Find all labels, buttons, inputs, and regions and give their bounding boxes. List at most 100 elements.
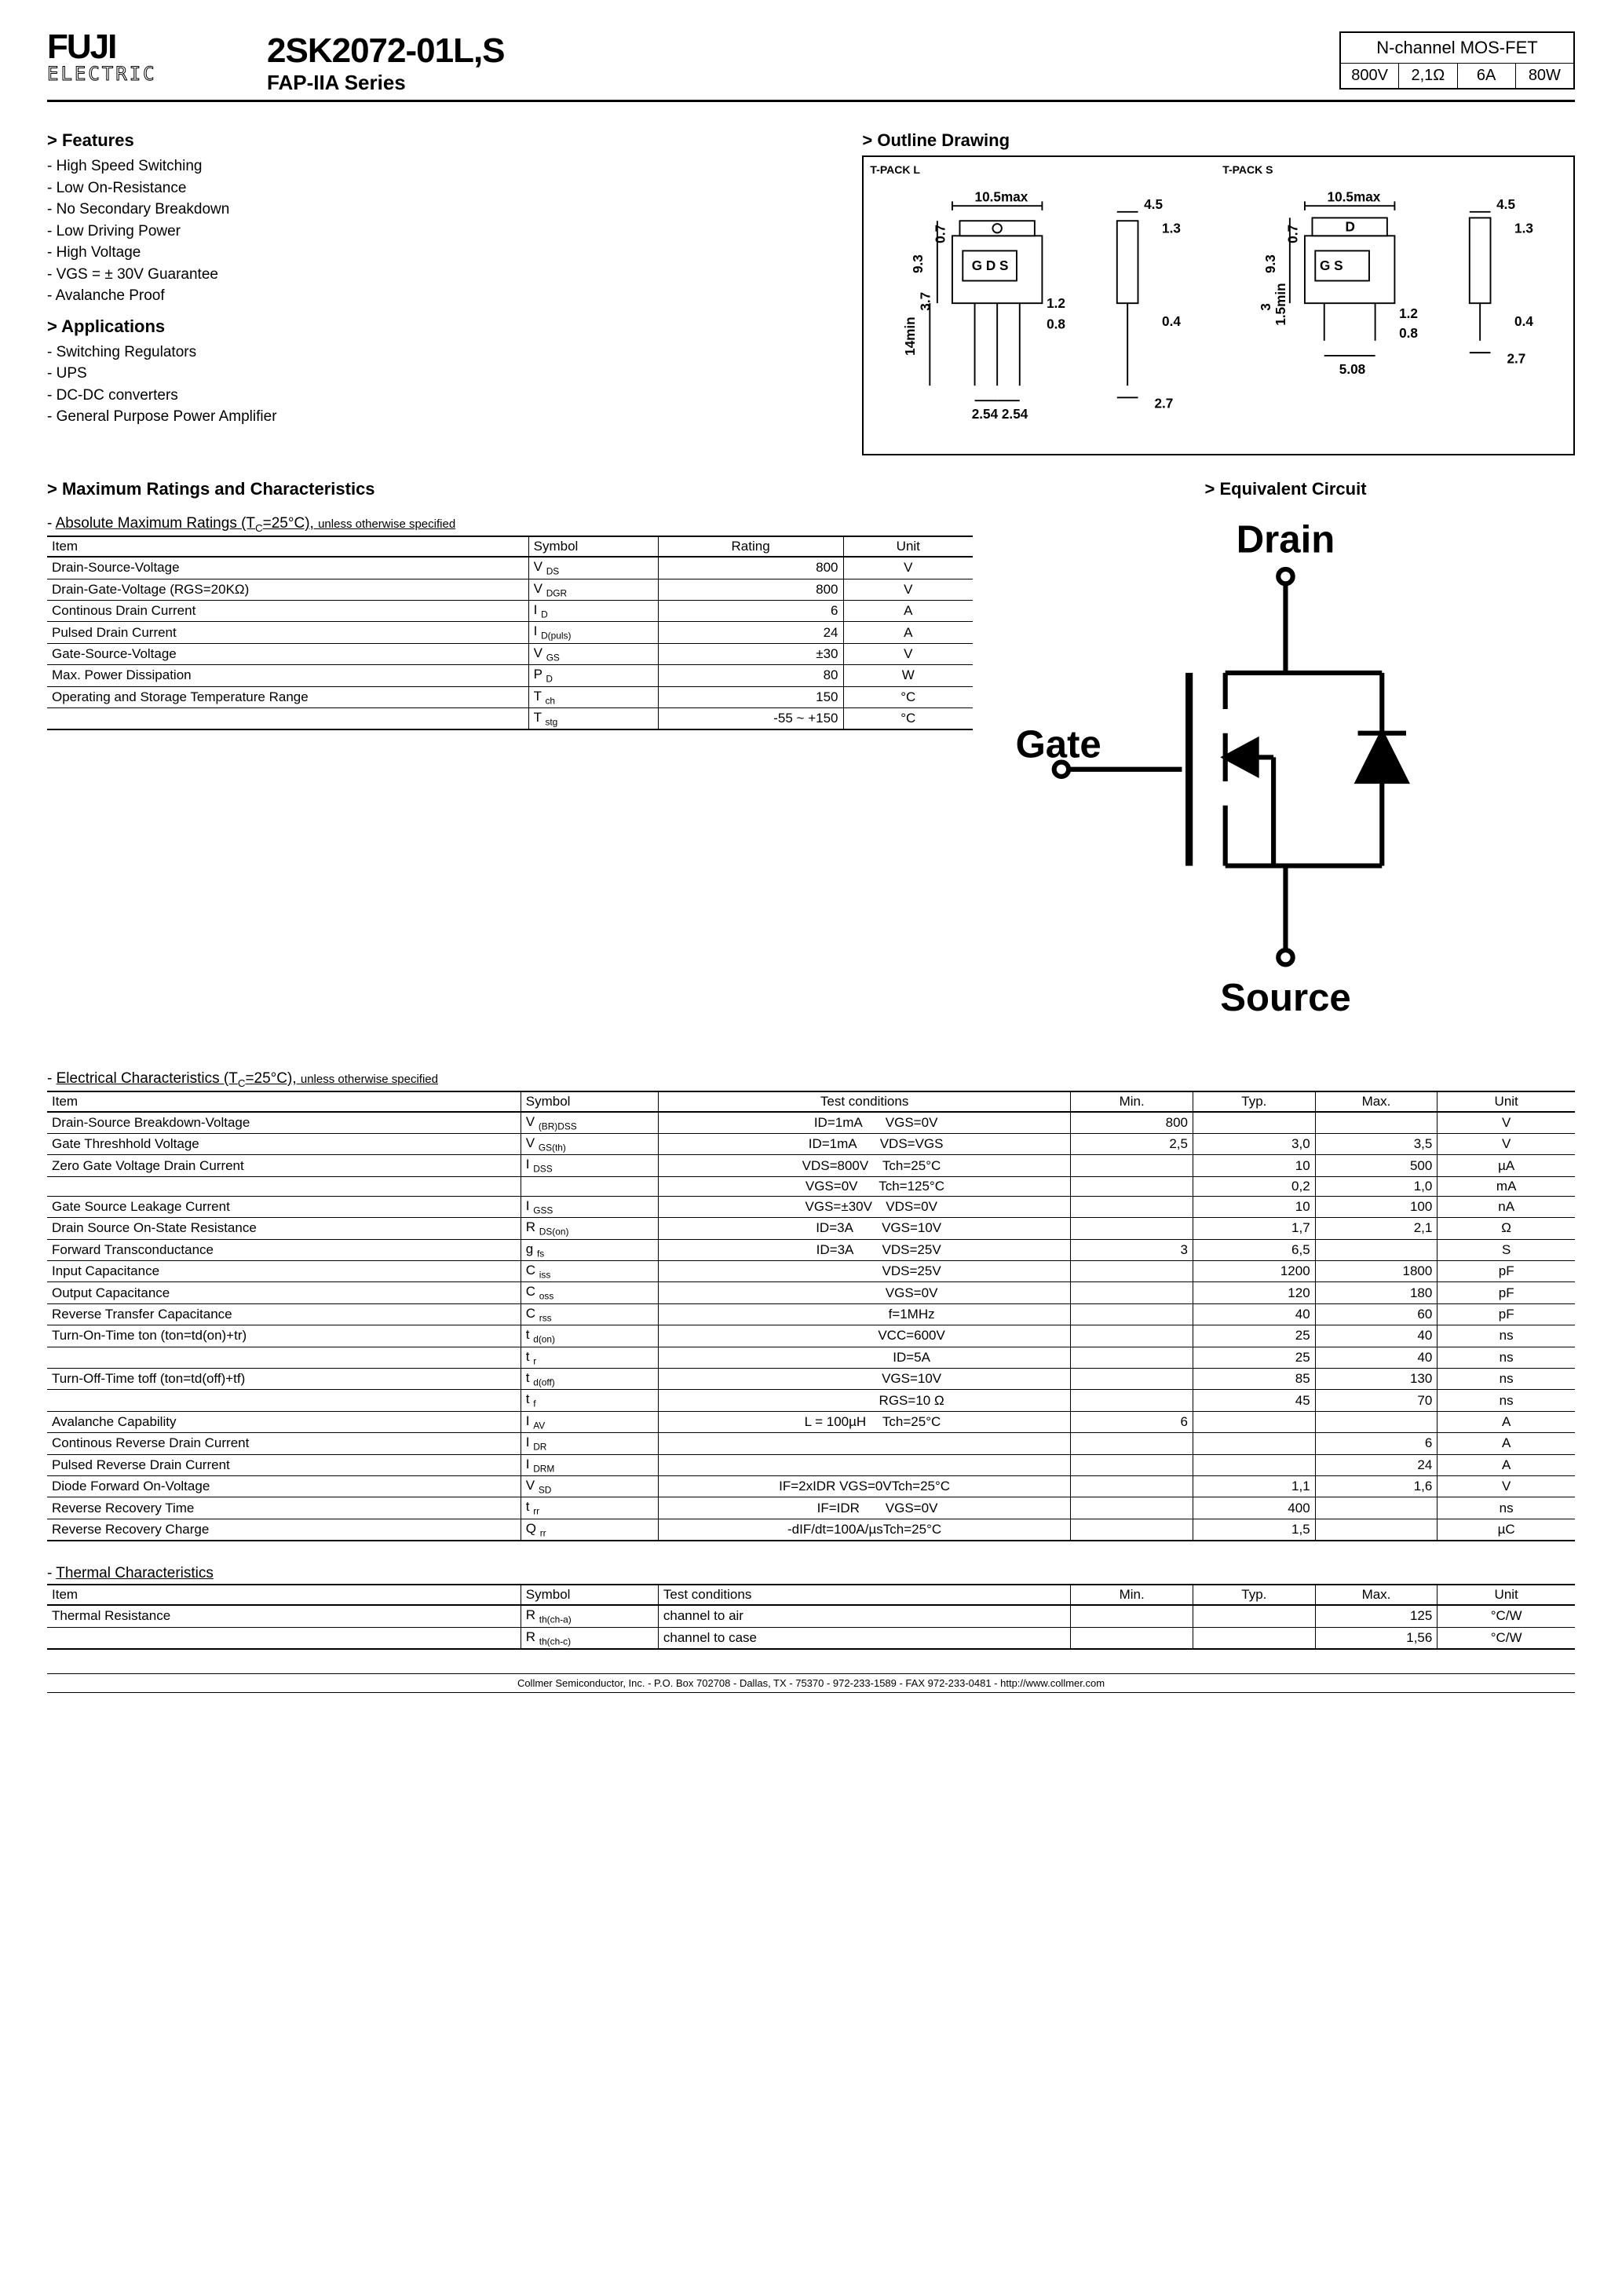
table-row: Diode Forward On-VoltageV SDIF=2xIDR VGS… xyxy=(47,1475,1575,1497)
part-number: 2SK2072-01L,S xyxy=(267,31,1339,71)
table-row: Max. Power DissipationP D80W xyxy=(47,665,973,686)
table-row: Pulsed Reverse Drain CurrentI DRM24A xyxy=(47,1454,1575,1475)
svg-text:1.5min: 1.5min xyxy=(1273,283,1288,325)
svg-text:3: 3 xyxy=(1258,303,1273,311)
svg-text:1.3: 1.3 xyxy=(1514,220,1533,236)
svg-text:9.3: 9.3 xyxy=(1262,254,1278,273)
col-unit: Unit xyxy=(843,536,973,557)
svg-text:0.7: 0.7 xyxy=(1285,225,1301,243)
col-symbol: Symbol xyxy=(528,536,658,557)
series-name: FAP-IIA Series xyxy=(267,71,1339,95)
thermal-table: Item Symbol Test conditions Min. Typ. Ma… xyxy=(47,1584,1575,1650)
table-row: t fRGS=10 Ω4570ns xyxy=(47,1390,1575,1411)
svg-text:2.54: 2.54 xyxy=(972,406,999,422)
spec-cell-power: 80W xyxy=(1516,64,1573,88)
svg-text:10.5max: 10.5max xyxy=(975,188,1028,204)
table-row: Drain-Source Breakdown-VoltageV (BR)DSSI… xyxy=(47,1112,1575,1134)
svg-text:0.4: 0.4 xyxy=(1514,313,1533,329)
title-block: 2SK2072-01L,S FAP-IIA Series xyxy=(236,31,1339,95)
table-row: Continous Reverse Drain CurrentI DR6A xyxy=(47,1433,1575,1454)
table-row: t rID=5A2540ns xyxy=(47,1347,1575,1368)
outline-heading: Outline Drawing xyxy=(862,130,1575,151)
table-row: Avalanche CapabilityI AVL = 100µHTch=25°… xyxy=(47,1411,1575,1432)
table-row: Drain Source On-State ResistanceR DS(on)… xyxy=(47,1218,1575,1239)
svg-text:Gate: Gate xyxy=(1016,724,1101,766)
footer: Collmer Semiconductor, Inc. - P.O. Box 7… xyxy=(47,1673,1575,1693)
spec-summary-box: N-channel MOS-FET 800V 2,1Ω 6A 80W xyxy=(1339,31,1575,90)
package-l-label: T-PACK L xyxy=(870,163,1215,176)
svg-text:2.54: 2.54 xyxy=(1002,406,1028,422)
table-row: Input CapacitanceC issVDS=25V12001800pF xyxy=(47,1261,1575,1282)
application-item: UPS xyxy=(58,363,831,385)
svg-text:1.2: 1.2 xyxy=(1399,305,1418,321)
table-row: Reverse Recovery ChargeQ rr-dIF/dt=100A/… xyxy=(47,1519,1575,1541)
svg-text:1.2: 1.2 xyxy=(1047,295,1066,311)
logo: FUJI ELECTRIC xyxy=(47,31,236,85)
features-list: High Speed Switching Low On-Resistance N… xyxy=(47,155,831,307)
table-row: Pulsed Drain CurrentI D(puls)24A xyxy=(47,622,973,643)
ratings-caption: Absolute Maximum Ratings (TC=25°C), unle… xyxy=(47,515,973,534)
logo-line2: ELECTRIC xyxy=(47,63,236,85)
svg-text:14min: 14min xyxy=(903,316,919,356)
equiv-heading: Equivalent Circuit xyxy=(996,479,1575,499)
package-l-svg: G D S 10.5max 9.3 xyxy=(870,176,1215,445)
svg-text:10.5max: 10.5max xyxy=(1328,188,1381,204)
svg-text:G D S: G D S xyxy=(972,258,1009,273)
spec-box-heading: N-channel MOS-FET xyxy=(1341,33,1573,64)
application-item: Switching Regulators xyxy=(58,342,831,364)
table-row: Drain-Gate-Voltage (RGS=20KΩ)V DGR800V xyxy=(47,579,973,600)
table-row: Zero Gate Voltage Drain CurrentI DSSVDS=… xyxy=(47,1155,1575,1176)
document-header: FUJI ELECTRIC 2SK2072-01L,S FAP-IIA Seri… xyxy=(47,31,1575,102)
feature-item: Avalanche Proof xyxy=(58,285,831,307)
col-item: Item xyxy=(47,536,528,557)
svg-text:D: D xyxy=(1346,219,1355,235)
table-row: Operating and Storage Temperature RangeT… xyxy=(47,686,973,707)
col-rating: Rating xyxy=(658,536,843,557)
table-row: Continous Drain CurrentI D6A xyxy=(47,600,973,621)
feature-item: VGS = ± 30V Guarantee xyxy=(58,264,831,286)
ratings-heading: Maximum Ratings and Characteristics xyxy=(47,479,973,499)
features-heading: Features xyxy=(47,130,831,151)
table-row: Output CapacitanceC ossVGS=0V120180pF xyxy=(47,1282,1575,1303)
table-row: Reverse Transfer CapacitanceC rssf=1MHz4… xyxy=(47,1303,1575,1325)
svg-text:4.5: 4.5 xyxy=(1496,196,1515,212)
svg-text:0.8: 0.8 xyxy=(1399,325,1418,341)
spec-cell-resistance: 2,1Ω xyxy=(1399,64,1457,88)
table-row: R th(ch-c)channel to case1,56°C/W xyxy=(47,1627,1575,1649)
spec-cell-current: 6A xyxy=(1458,64,1516,88)
svg-text:Source: Source xyxy=(1220,977,1351,1019)
feature-item: Low On-Resistance xyxy=(58,177,831,199)
svg-text:2.7: 2.7 xyxy=(1507,350,1526,366)
table-row: T stg-55 ~ +150°C xyxy=(47,707,973,729)
logo-line1: FUJI xyxy=(47,31,236,63)
table-row: Gate-Source-VoltageV GS±30V xyxy=(47,643,973,664)
outline-drawing-box: T-PACK L G D S xyxy=(862,155,1575,455)
feature-item: No Secondary Breakdown xyxy=(58,199,831,221)
applications-list: Switching Regulators UPS DC-DC converter… xyxy=(47,342,831,428)
svg-text:9.3: 9.3 xyxy=(910,254,926,273)
svg-text:5.08: 5.08 xyxy=(1339,361,1366,377)
svg-text:0.7: 0.7 xyxy=(933,225,948,243)
table-row: Forward Transconductanceg fsID=3AVDS=25V… xyxy=(47,1239,1575,1260)
table-row: Turn-Off-Time toff (ton=td(off)+tf)t d(o… xyxy=(47,1369,1575,1390)
table-row: Gate Threshhold VoltageV GS(th)ID=1mAVDS… xyxy=(47,1134,1575,1155)
svg-text:2.7: 2.7 xyxy=(1155,396,1174,411)
table-row: VGS=0VTch=125°C0,21,0mA xyxy=(47,1176,1575,1196)
svg-text:Drain: Drain xyxy=(1237,519,1335,561)
table-row: Drain-Source-VoltageV DS800V xyxy=(47,557,973,579)
elec-caption: Electrical Characteristics (TC=25°C), un… xyxy=(47,1070,1575,1089)
svg-text:0.4: 0.4 xyxy=(1162,313,1181,329)
table-row: Gate Source Leakage CurrentI GSSVGS=±30V… xyxy=(47,1196,1575,1217)
svg-text:1.3: 1.3 xyxy=(1162,220,1181,236)
applications-heading: Applications xyxy=(47,316,831,337)
equiv-circuit-svg: Drain Gate xyxy=(996,504,1575,1035)
thermal-caption: Thermal Characteristics xyxy=(47,1565,1575,1582)
feature-item: High Voltage xyxy=(58,242,831,264)
spec-cell-voltage: 800V xyxy=(1341,64,1399,88)
ratings-table: Item Symbol Rating Unit Drain-Source-Vol… xyxy=(47,536,973,730)
feature-item: High Speed Switching xyxy=(58,155,831,177)
elec-table: Item Symbol Test conditions Min. Typ. Ma… xyxy=(47,1091,1575,1541)
package-l: T-PACK L G D S xyxy=(870,163,1215,448)
svg-text:G S: G S xyxy=(1320,258,1343,273)
package-s: T-PACK S G S D 10.5max 9.3 xyxy=(1222,163,1567,448)
